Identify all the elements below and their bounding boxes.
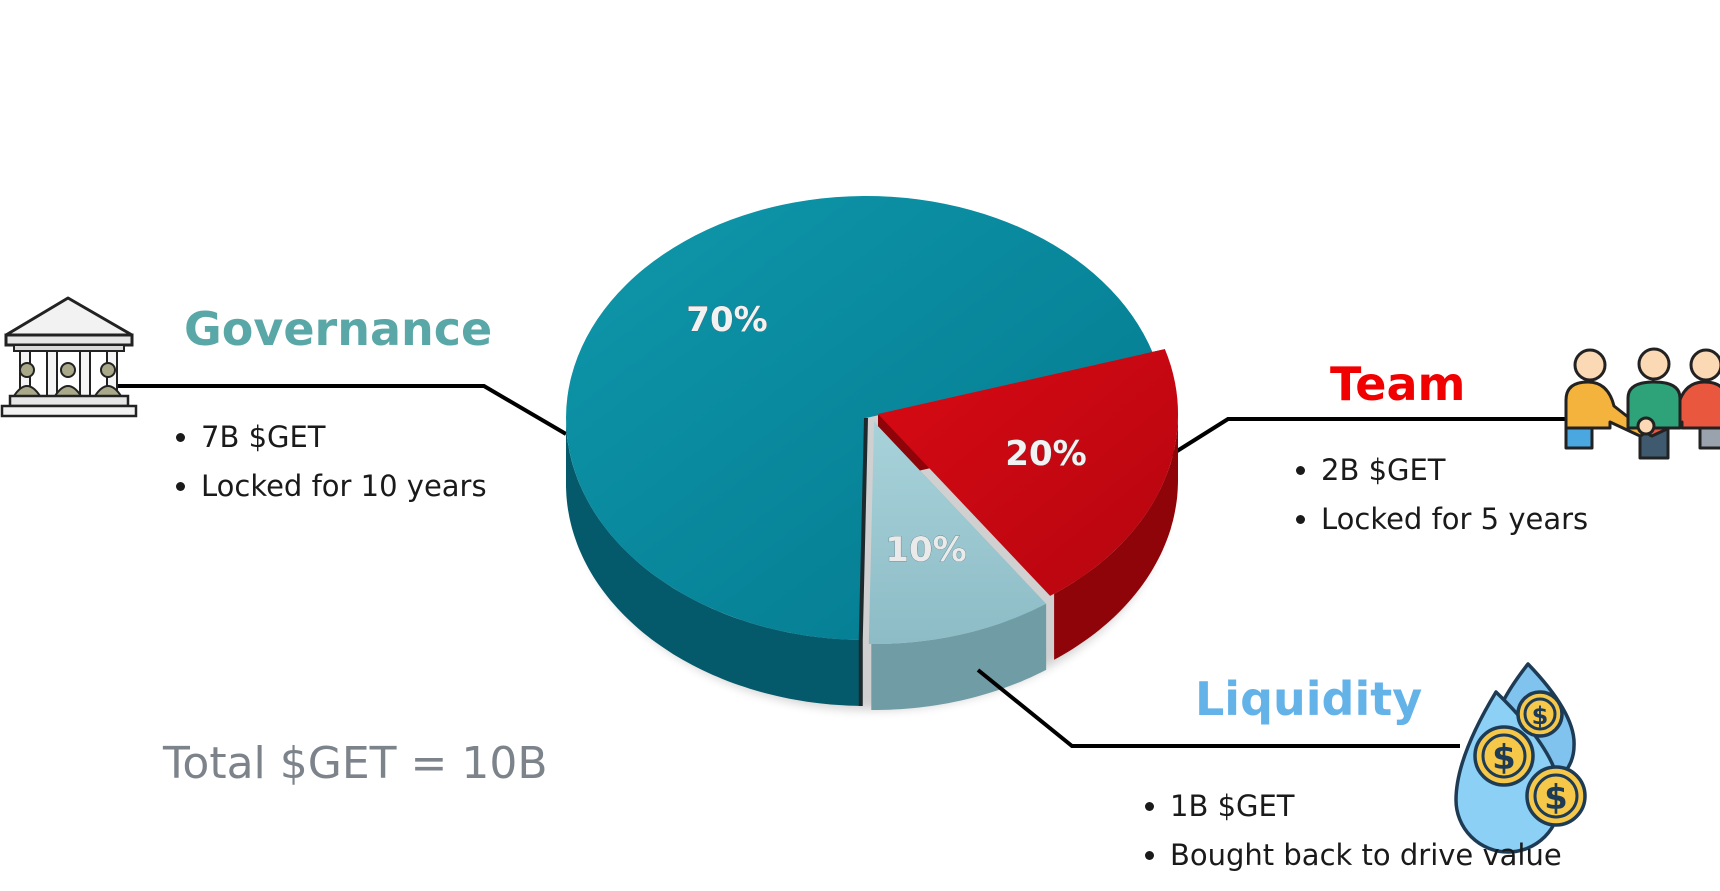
svg-text:$: $: [1532, 702, 1549, 730]
slice-gap: [858, 417, 868, 706]
team-bullet-lock: Locked for 5 years: [1321, 495, 1588, 544]
governance-connector-line: [112, 384, 568, 436]
pie-slice-team: [878, 349, 1179, 596]
team-bullet-amount: 2B $GET: [1321, 446, 1588, 495]
liquidity-connector-line: [976, 668, 1460, 748]
pie-chart: 70% 20% 10%: [566, 196, 1179, 710]
team-heading: Team: [1330, 357, 1466, 411]
bank-icon: [0, 296, 138, 418]
liquidity-bullets: 1B $GET Bought back to drive value: [1140, 782, 1562, 880]
pie-side-team: [1054, 410, 1178, 660]
liquidity-bullet-description: Bought back to drive value: [1170, 831, 1562, 880]
governance-bullet-amount: 7B $GET: [201, 413, 487, 462]
pie-slice-governance: [566, 196, 1153, 640]
data-label-team: 20%: [1005, 434, 1086, 474]
data-label-liquidity: 10%: [885, 530, 966, 570]
governance-bullets: 7B $GET Locked for 10 years: [171, 413, 487, 511]
team-connector-line: [1156, 417, 1570, 465]
team-bullets: 2B $GET Locked for 5 years: [1291, 446, 1588, 544]
liquidity-bullet-amount: 1B $GET: [1170, 782, 1562, 831]
team-icon: [1564, 347, 1720, 460]
liquidity-heading: Liquidity: [1195, 672, 1423, 726]
pie-side-liquidity: [871, 603, 1047, 710]
data-label-governance: 70%: [686, 300, 767, 340]
total-supply-text: Total $GET = 10B: [163, 738, 548, 789]
governance-heading: Governance: [184, 302, 493, 356]
svg-text:$: $: [1492, 738, 1516, 778]
coins-drop-icon: $ $ $: [1454, 662, 1587, 854]
governance-bullet-lock: Locked for 10 years: [201, 462, 487, 511]
pie-side-governance: [566, 416, 861, 706]
svg-text:$: $: [1544, 778, 1568, 818]
pie-slice-liquidity: [868, 422, 1047, 645]
